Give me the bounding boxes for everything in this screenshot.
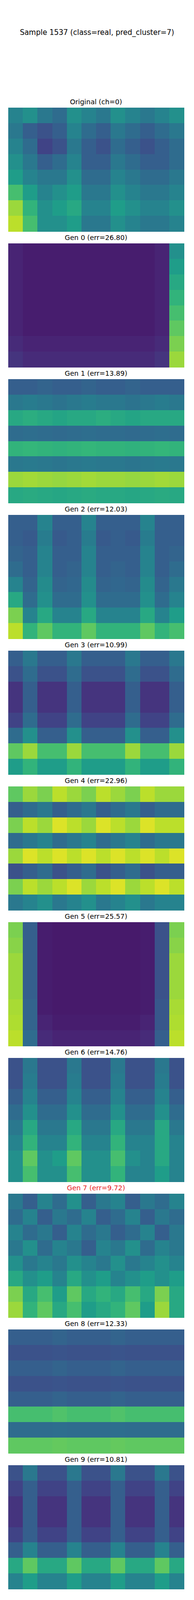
svg-text:Original (ch=0): Original (ch=0) — [69, 97, 122, 106]
svg-text:Gen 0 (err=26.80): Gen 0 (err=26.80) — [64, 233, 128, 242]
svg-text:Gen 7 (err=9.72): Gen 7 (err=9.72) — [66, 1184, 126, 1193]
svg-text:Gen 3 (err=10.99): Gen 3 (err=10.99) — [64, 641, 128, 649]
svg-text:Gen 4 (err=22.96): Gen 4 (err=22.96) — [64, 776, 128, 785]
svg-text:Gen 2 (err=12.03): Gen 2 (err=12.03) — [64, 505, 128, 514]
svg-text:Gen 9 (err=10.81): Gen 9 (err=10.81) — [64, 1455, 128, 1464]
svg-text:Sample 1537 (class=real, pred_: Sample 1537 (class=real, pred_cluster=7) — [19, 28, 175, 38]
svg-text:Gen 8 (err=12.33): Gen 8 (err=12.33) — [64, 1320, 128, 1328]
svg-text:Gen 1 (err=13.89): Gen 1 (err=13.89) — [64, 369, 128, 378]
svg-text:Gen 5 (err=25.57): Gen 5 (err=25.57) — [64, 912, 128, 921]
svg-text:Gen 6 (err=14.76): Gen 6 (err=14.76) — [64, 1048, 128, 1057]
